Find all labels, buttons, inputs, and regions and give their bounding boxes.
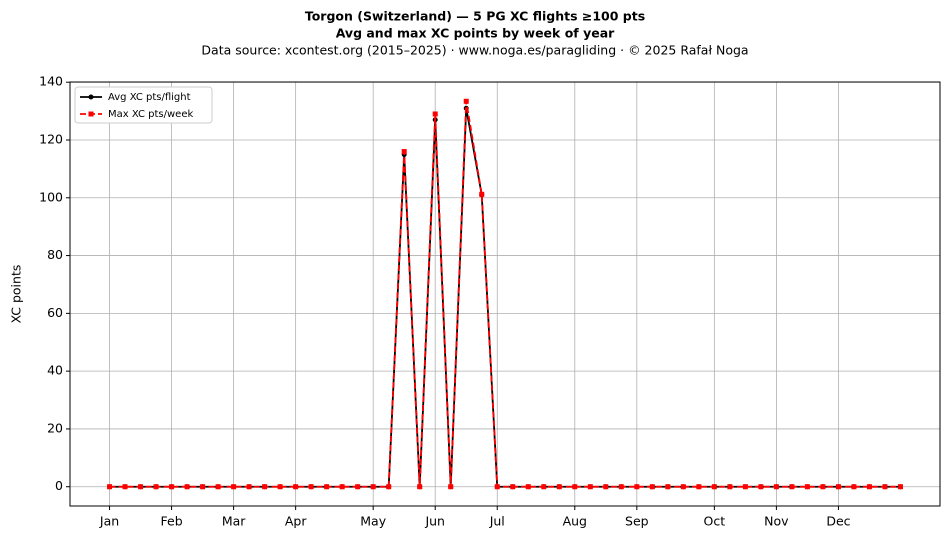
point (246, 484, 252, 490)
point (773, 484, 779, 490)
point (820, 484, 826, 490)
point (262, 484, 268, 490)
point (417, 484, 423, 490)
point (510, 484, 516, 490)
y-tick-label: 40 (47, 363, 63, 378)
point (277, 484, 283, 490)
point (572, 484, 578, 490)
plot-frame (69, 81, 941, 507)
point (789, 484, 795, 490)
y-axis-label: XC points (9, 265, 24, 324)
legend-label: Max XC pts/week (108, 109, 193, 120)
y-tick-label: 20 (47, 420, 63, 435)
point (138, 484, 144, 490)
point (882, 484, 888, 490)
point (618, 484, 624, 490)
x-tick-label: Jan (99, 514, 119, 529)
point (479, 191, 485, 197)
point (634, 484, 640, 490)
point (107, 484, 113, 490)
point (401, 149, 407, 155)
x-tick-label: Mar (222, 514, 246, 529)
point (494, 484, 500, 490)
x-tick-label: May (360, 514, 386, 529)
x-tick-label: Apr (285, 514, 307, 529)
legend-box (74, 86, 213, 124)
point (727, 484, 733, 490)
y-tick-label: 120 (39, 131, 63, 146)
point (324, 484, 330, 490)
point (711, 484, 717, 490)
point (153, 484, 159, 490)
point (463, 98, 469, 104)
point (231, 484, 237, 490)
point (308, 484, 314, 490)
point (851, 484, 857, 490)
source-note: Data source: xcontest.org (2015–2025) · … (201, 43, 748, 58)
point (122, 484, 128, 490)
point (448, 484, 454, 490)
x-tick-label: Feb (161, 514, 183, 529)
y-tick-label: 100 (39, 189, 63, 204)
point (866, 484, 872, 490)
x-tick-label: Sep (625, 514, 649, 529)
point (200, 484, 206, 490)
chart-title: Torgon (Switzerland) — 5 PG XC flights ≥… (305, 9, 645, 24)
legend-marker (88, 94, 94, 100)
point (804, 484, 810, 490)
point (432, 111, 438, 117)
point (897, 484, 903, 490)
point (293, 484, 299, 490)
point (184, 484, 190, 490)
point (370, 484, 376, 490)
point (758, 484, 764, 490)
point (355, 484, 361, 490)
point (386, 484, 392, 490)
x-tick-label: Nov (764, 514, 789, 529)
point (680, 484, 686, 490)
series-line (109, 108, 901, 488)
y-tick-label: 80 (47, 247, 63, 262)
legend-marker (88, 111, 94, 117)
series-line (109, 101, 901, 488)
point (742, 484, 748, 490)
y-tick-label: 140 (39, 74, 63, 89)
x-tick-label: Dec (826, 514, 850, 529)
point (541, 484, 547, 490)
x-tick-label: Aug (563, 514, 587, 529)
point (556, 484, 562, 490)
legend-label: Avg XC pts/flight (108, 92, 191, 103)
y-tick-label: 0 (55, 478, 63, 493)
y-tick-label: 60 (47, 305, 63, 320)
point (215, 484, 221, 490)
point (525, 484, 531, 490)
x-tick-label: Oct (704, 514, 726, 529)
point (835, 484, 841, 490)
point (696, 484, 702, 490)
point (665, 484, 671, 490)
point (603, 484, 609, 490)
x-tick-label: Jul (489, 514, 505, 529)
point (339, 484, 345, 490)
point (587, 484, 593, 490)
chart-subtitle: Avg and max XC points by week of year (336, 26, 615, 41)
x-tick-label: Jun (424, 514, 445, 529)
point (649, 484, 655, 490)
point (169, 484, 175, 490)
